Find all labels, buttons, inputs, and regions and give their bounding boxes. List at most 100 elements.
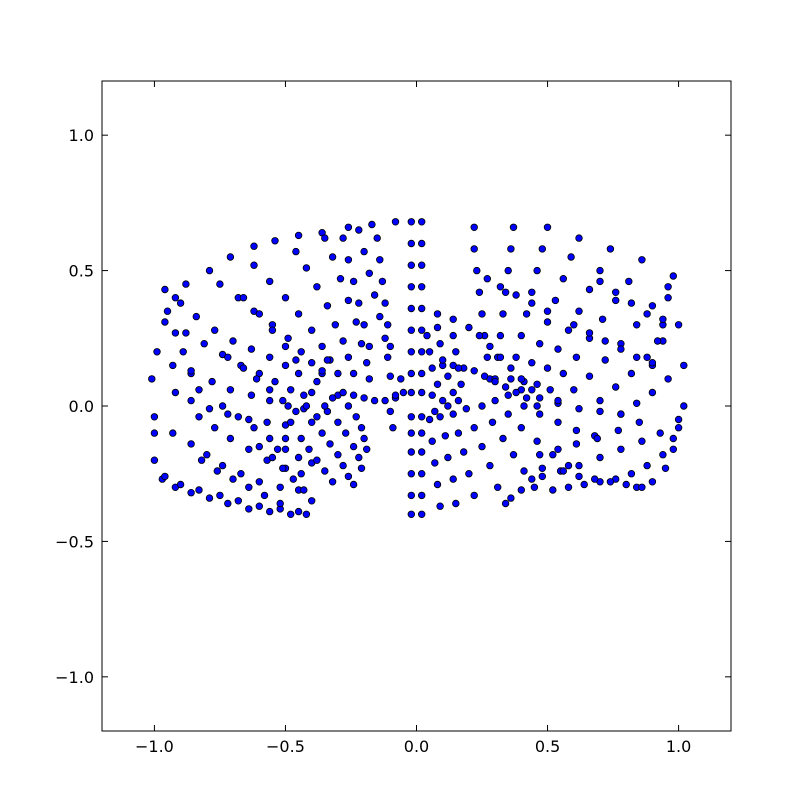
data-point xyxy=(436,340,444,348)
data-point xyxy=(368,220,376,229)
data-point xyxy=(538,464,546,472)
data-point xyxy=(386,372,394,380)
data-point xyxy=(255,442,263,451)
data-point xyxy=(281,342,290,351)
data-point xyxy=(483,275,491,283)
x-tick-label: 0.5 xyxy=(535,737,560,756)
data-point xyxy=(418,470,426,478)
data-point xyxy=(234,497,242,505)
data-point xyxy=(536,410,544,418)
data-point xyxy=(643,353,651,361)
data-point xyxy=(538,472,546,481)
data-point xyxy=(323,302,332,310)
data-point xyxy=(564,461,573,470)
data-point xyxy=(512,291,520,299)
data-point xyxy=(470,424,478,432)
data-point xyxy=(360,321,368,329)
data-point xyxy=(266,386,274,394)
data-point xyxy=(161,318,169,326)
data-point xyxy=(245,445,253,453)
data-point xyxy=(150,456,159,464)
data-point xyxy=(318,342,326,351)
data-point xyxy=(522,394,531,402)
data-point xyxy=(486,461,494,470)
data-point xyxy=(150,429,159,437)
data-point xyxy=(433,323,442,332)
data-point xyxy=(360,394,368,402)
data-point xyxy=(153,348,161,356)
data-point xyxy=(606,245,615,253)
data-point xyxy=(551,296,560,305)
data-point xyxy=(245,483,253,491)
data-point xyxy=(357,340,366,348)
data-point xyxy=(218,461,227,470)
data-point xyxy=(294,231,303,240)
data-point xyxy=(376,312,384,321)
data-point xyxy=(344,353,353,361)
data-point xyxy=(598,315,607,323)
data-point xyxy=(543,364,552,372)
data-point xyxy=(612,383,620,391)
data-point xyxy=(318,367,326,375)
data-point xyxy=(224,499,232,508)
data-point xyxy=(564,326,573,334)
data-point xyxy=(617,345,625,353)
data-point xyxy=(171,388,180,397)
data-point xyxy=(381,396,389,405)
data-point xyxy=(543,318,552,326)
data-point xyxy=(507,245,515,253)
data-point xyxy=(205,266,214,275)
data-point xyxy=(370,396,379,405)
data-point xyxy=(176,299,185,307)
data-point xyxy=(363,359,371,367)
data-point xyxy=(376,256,384,264)
data-point xyxy=(250,261,258,269)
data-point xyxy=(546,386,554,394)
x-tick-label: 0.0 xyxy=(404,737,429,756)
data-point xyxy=(370,291,379,299)
plot-frame xyxy=(101,80,732,732)
data-point xyxy=(470,245,478,253)
data-point xyxy=(444,372,452,380)
data-point xyxy=(239,294,248,302)
data-point xyxy=(203,451,211,459)
data-point xyxy=(349,391,358,399)
data-point xyxy=(344,296,353,305)
data-point xyxy=(517,331,525,340)
data-point xyxy=(533,380,541,388)
data-point xyxy=(431,459,439,467)
data-point xyxy=(161,285,169,294)
x-tick-label: 1.0 xyxy=(666,737,691,756)
data-point xyxy=(289,475,297,483)
data-point xyxy=(292,356,300,364)
data-point xyxy=(407,348,415,356)
data-point xyxy=(208,377,216,386)
data-point xyxy=(533,266,541,275)
data-point xyxy=(596,407,604,416)
data-point xyxy=(352,318,360,326)
data-point xyxy=(543,223,552,231)
data-point xyxy=(439,356,447,364)
data-point xyxy=(300,391,308,399)
data-point xyxy=(163,307,172,315)
data-point xyxy=(292,247,300,256)
data-point xyxy=(308,359,316,367)
data-point xyxy=(575,234,583,242)
y-tick-label: −0.5 xyxy=(55,532,94,551)
data-point xyxy=(360,247,368,256)
data-point xyxy=(504,410,512,418)
data-point xyxy=(365,342,373,351)
data-point xyxy=(470,223,478,231)
data-point xyxy=(300,486,308,494)
data-point xyxy=(365,269,373,277)
data-point xyxy=(478,442,486,451)
data-point xyxy=(664,283,672,291)
data-point xyxy=(627,470,636,478)
data-point xyxy=(247,345,256,353)
data-point xyxy=(313,377,321,386)
data-point xyxy=(536,451,544,459)
data-point xyxy=(399,388,408,397)
data-point xyxy=(669,434,677,443)
data-point xyxy=(575,405,583,413)
data-points xyxy=(148,218,688,518)
